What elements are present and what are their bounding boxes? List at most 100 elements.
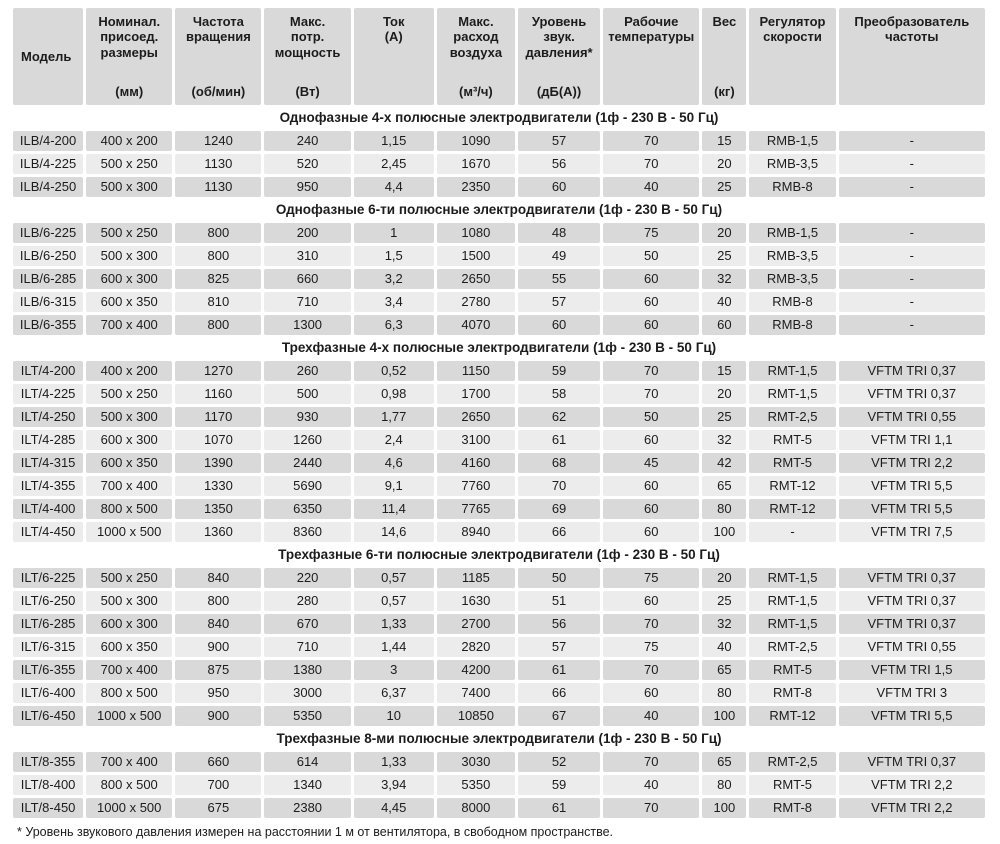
column-unit: (мм) — [115, 83, 144, 99]
column-header-rpm: Частота вращения (об/мин) — [175, 8, 262, 105]
cell-noise: 60 — [517, 177, 601, 197]
cell-temp: 70 — [603, 660, 700, 680]
column-header-current: Ток (А) — [353, 8, 434, 105]
cell-dims: 500 x 300 — [86, 177, 173, 197]
cell-weight: 20 — [702, 154, 747, 174]
cell-rpm: 800 — [175, 315, 262, 335]
cell-dims: 800 x 500 — [86, 775, 173, 795]
cell-weight: 32 — [702, 614, 747, 634]
cell-model: ILT/4-400 — [13, 499, 84, 519]
cell-temp: 60 — [603, 269, 700, 289]
cell-temp: 45 — [603, 453, 700, 473]
cell-weight: 65 — [702, 752, 747, 772]
cell-airflow: 3100 — [436, 430, 515, 450]
cell-regulator: RMT-5 — [749, 453, 836, 473]
section-row: Трехфазные 6-ти полюсные электродвигател… — [13, 545, 985, 565]
cell-current: 3,4 — [353, 292, 434, 312]
cell-weight: 15 — [702, 361, 747, 381]
cell-current: 4,6 — [353, 453, 434, 473]
cell-rpm: 1170 — [175, 407, 262, 427]
cell-temp: 70 — [603, 131, 700, 151]
cell-power: 1300 — [264, 315, 351, 335]
cell-power: 710 — [264, 292, 351, 312]
cell-dims: 500 x 300 — [86, 407, 173, 427]
cell-airflow: 1080 — [436, 223, 515, 243]
cell-regulator: RMT-1,5 — [749, 591, 836, 611]
cell-rpm: 800 — [175, 223, 262, 243]
cell-regulator: RMT-12 — [749, 499, 836, 519]
column-unit: (Вт) — [295, 83, 320, 99]
cell-dims: 600 x 350 — [86, 292, 173, 312]
cell-current: 3,94 — [353, 775, 434, 795]
cell-weight: 65 — [702, 476, 747, 496]
cell-converter: VFTM TRI 0,37 — [838, 591, 985, 611]
cell-current: 3,2 — [353, 269, 434, 289]
cell-regulator: RMT-1,5 — [749, 384, 836, 404]
cell-converter: - — [838, 292, 985, 312]
column-unit: (об/мин) — [191, 83, 246, 99]
cell-noise: 52 — [517, 752, 601, 772]
column-label: Ток (А) — [382, 14, 405, 45]
cell-current: 1,5 — [353, 246, 434, 266]
cell-weight: 80 — [702, 775, 747, 795]
cell-airflow: 1150 — [436, 361, 515, 381]
cell-regulator: RMT-2,5 — [749, 637, 836, 657]
cell-noise: 66 — [517, 522, 601, 542]
table-row: ILT/4-285 600 x 300 1070 1260 2,4 3100 61 60 32 R… — [13, 430, 985, 450]
cell-current: 1 — [353, 223, 434, 243]
cell-weight: 15 — [702, 131, 747, 151]
section-title: Трехфазные 8-ми полюсные электродвигател… — [13, 729, 985, 749]
cell-converter: - — [838, 131, 985, 151]
column-label: Макс. расход воздуха — [449, 14, 503, 60]
cell-power: 5690 — [264, 476, 351, 496]
cell-power: 2380 — [264, 798, 351, 818]
cell-weight: 32 — [702, 269, 747, 289]
column-label: Рабочие температуры — [608, 14, 695, 45]
cell-model: ILT/4-355 — [13, 476, 84, 496]
cell-temp: 60 — [603, 683, 700, 703]
cell-airflow: 8000 — [436, 798, 515, 818]
cell-temp: 70 — [603, 798, 700, 818]
cell-noise: 57 — [517, 131, 601, 151]
cell-rpm: 1130 — [175, 177, 262, 197]
cell-noise: 61 — [517, 798, 601, 818]
cell-current: 9,1 — [353, 476, 434, 496]
cell-current: 0,98 — [353, 384, 434, 404]
cell-current: 1,77 — [353, 407, 434, 427]
cell-airflow: 1700 — [436, 384, 515, 404]
column-header-converter: Преобразователь частоты — [838, 8, 985, 105]
cell-weight: 20 — [702, 223, 747, 243]
table-row: ILB/6-285 600 x 300 825 660 3,2 2650 55 60 32 RMB… — [13, 269, 985, 289]
cell-model: ILT/4-450 — [13, 522, 84, 542]
cell-model: ILT/6-400 — [13, 683, 84, 703]
column-label: Регулятор скорости — [759, 14, 826, 45]
cell-regulator: RMB-3,5 — [749, 246, 836, 266]
cell-temp: 70 — [603, 361, 700, 381]
cell-rpm: 950 — [175, 683, 262, 703]
cell-airflow: 2700 — [436, 614, 515, 634]
cell-model: ILT/4-285 — [13, 430, 84, 450]
cell-noise: 61 — [517, 430, 601, 450]
cell-power: 1340 — [264, 775, 351, 795]
cell-temp: 60 — [603, 591, 700, 611]
cell-dims: 700 x 400 — [86, 752, 173, 772]
cell-dims: 800 x 500 — [86, 499, 173, 519]
table-row: ILT/6-315 600 x 350 900 710 1,44 2820 57 75 40 RM… — [13, 637, 985, 657]
cell-rpm: 1270 — [175, 361, 262, 381]
cell-model: ILT/4-315 — [13, 453, 84, 473]
cell-airflow: 1185 — [436, 568, 515, 588]
cell-airflow: 1630 — [436, 591, 515, 611]
column-header-weight: Вес (кг) — [702, 8, 747, 105]
cell-regulator: RMB-8 — [749, 292, 836, 312]
section-row: Трехфазные 4-х полюсные электродвигатели… — [13, 338, 985, 358]
cell-noise: 48 — [517, 223, 601, 243]
table-row: ILT/6-285 600 x 300 840 670 1,33 2700 56 70 32 RM… — [13, 614, 985, 634]
cell-temp: 40 — [603, 177, 700, 197]
cell-airflow: 2780 — [436, 292, 515, 312]
cell-noise: 60 — [517, 315, 601, 335]
cell-dims: 600 x 300 — [86, 269, 173, 289]
cell-current: 6,3 — [353, 315, 434, 335]
cell-converter: - — [838, 315, 985, 335]
cell-power: 670 — [264, 614, 351, 634]
cell-rpm: 1160 — [175, 384, 262, 404]
